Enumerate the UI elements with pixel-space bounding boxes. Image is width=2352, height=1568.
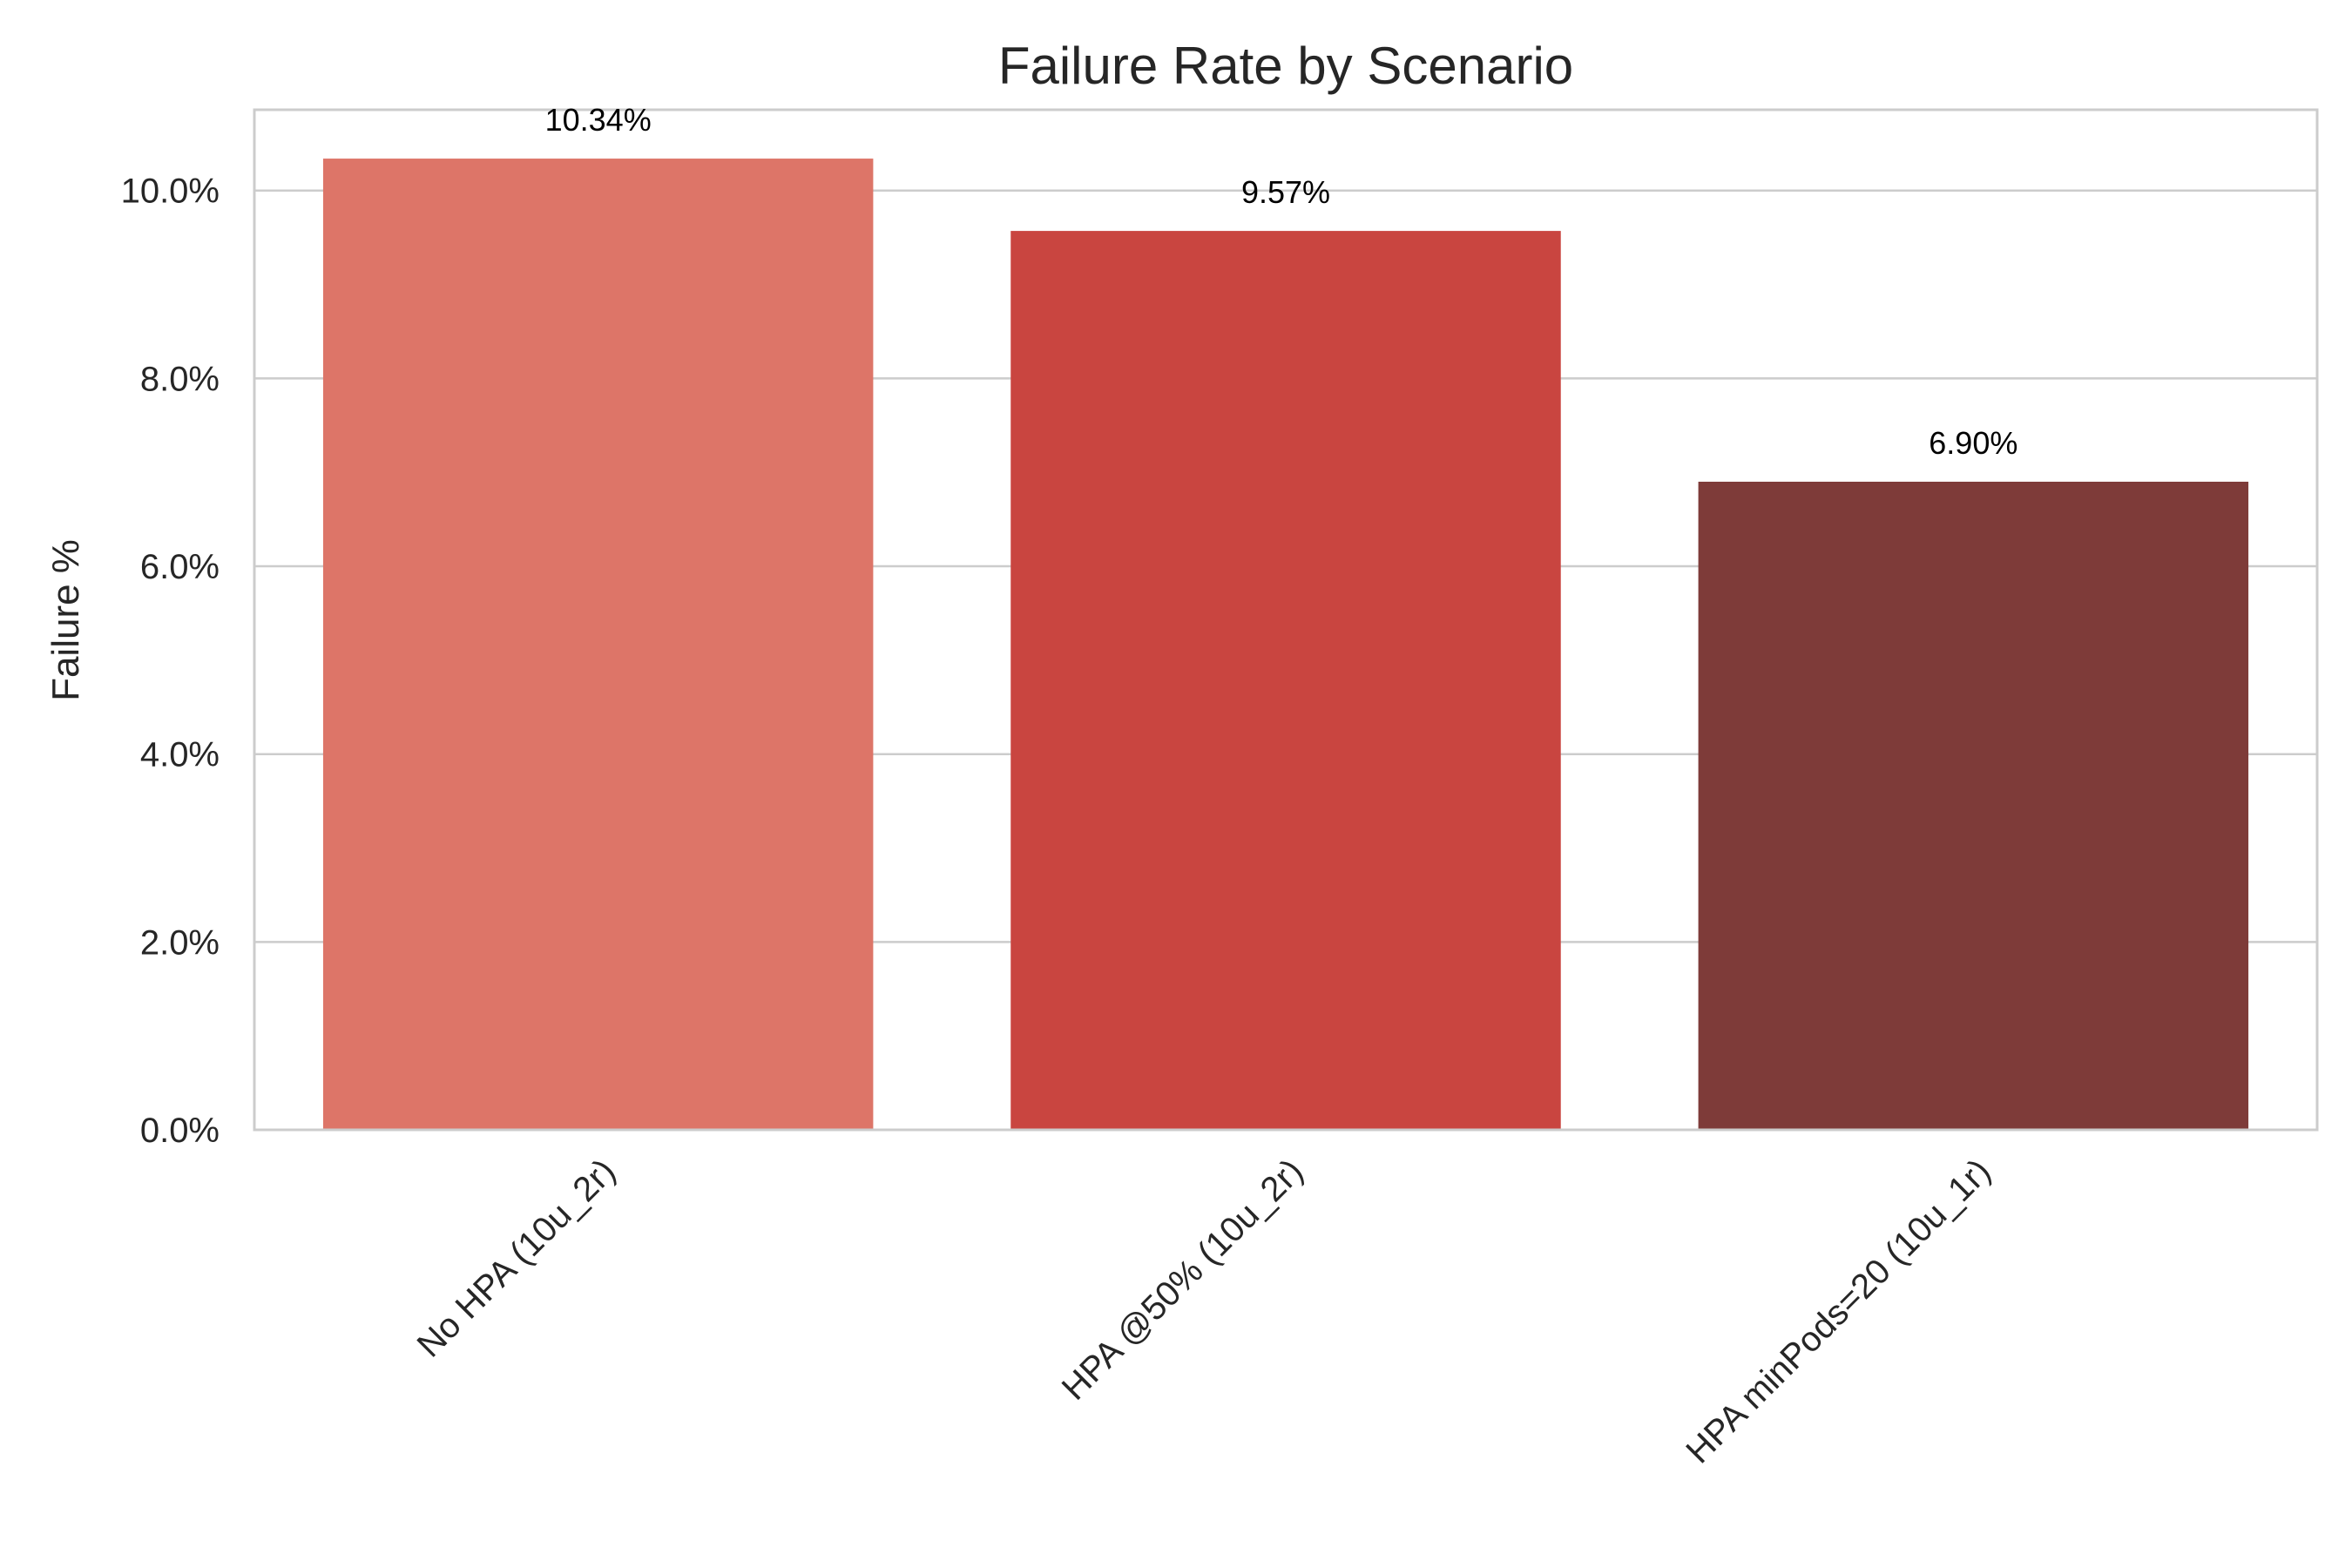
bar-value-labels: 10.34% 9.57% 6.90% <box>545 102 2018 461</box>
bar-value-label: 6.90% <box>1929 425 2017 461</box>
y-tick-label: 4.0% <box>140 736 220 774</box>
y-tick-label: 6.0% <box>140 548 220 586</box>
y-tick-label: 2.0% <box>140 923 220 962</box>
bar <box>322 159 874 1131</box>
y-axis-label: Failure % <box>44 539 87 701</box>
y-tick-label: 8.0% <box>140 360 220 398</box>
y-ticks: 0.0% 2.0% 4.0% 6.0% 8.0% 10.0% <box>121 172 220 1150</box>
bar <box>1010 231 1561 1130</box>
x-ticks: No HPA (10u_2r) HPA @50% (10u_2r) HPA minP… <box>410 1152 1998 1470</box>
x-tick-label: No HPA (10u_2r) <box>410 1152 623 1364</box>
plot-frame <box>253 108 2319 1132</box>
x-tick-label: HPA @50% (10u_2r) <box>1055 1152 1311 1408</box>
y-tick-label: 10.0% <box>121 172 220 211</box>
y-tick-label: 0.0% <box>140 1112 220 1150</box>
bar <box>1698 481 2249 1130</box>
x-tick-label: HPA minPods=20 (10u_1r) <box>1679 1152 1997 1470</box>
bars-layer <box>322 159 2249 1131</box>
chart-title: Failure Rate by Scenario <box>998 37 1573 95</box>
bar-value-label: 9.57% <box>1241 174 1330 210</box>
bar-value-label: 10.34% <box>545 102 652 138</box>
